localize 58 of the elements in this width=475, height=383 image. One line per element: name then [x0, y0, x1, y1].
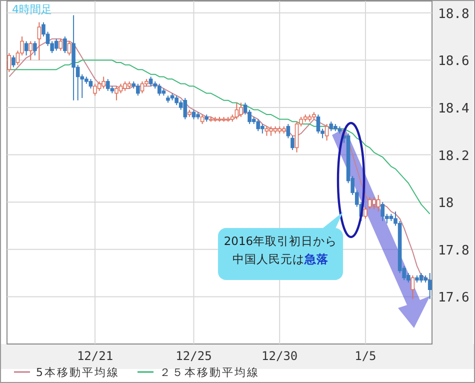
- candlestick: [368, 196, 372, 210]
- candlestick: [24, 40, 28, 56]
- x-tick-label: 12/25: [176, 349, 212, 363]
- chart-title: 4時間足: [12, 3, 52, 16]
- candlestick: [106, 78, 110, 92]
- candlestick: [269, 126, 273, 136]
- y-tick-label: 18.8: [438, 6, 470, 22]
- y-tick-label: 17.8: [438, 243, 470, 258]
- candlestick: [123, 80, 127, 92]
- candlestick: [192, 109, 196, 120]
- candlestick: [63, 36, 67, 54]
- x-tick-label: 12/30: [262, 349, 298, 363]
- y-tick-label: 18.6: [438, 54, 470, 70]
- candlestick: [410, 274, 415, 300]
- candlestick: [72, 14, 76, 101]
- candlestick: [380, 202, 385, 222]
- candlestick: [97, 80, 102, 92]
- candlestick: [286, 124, 290, 139]
- candlestick: [234, 102, 239, 120]
- legend-label: 5本移動平均線: [36, 366, 120, 379]
- candlestick: [114, 86, 118, 101]
- candlestick: [290, 135, 294, 151]
- y-tick-label: 18.2: [438, 148, 470, 164]
- candlestick: [148, 76, 153, 87]
- candlestick: [294, 121, 299, 153]
- candlestick: [67, 40, 72, 56]
- candlestick: [256, 118, 260, 132]
- candlestick: [88, 78, 93, 90]
- candlestick: [58, 38, 63, 52]
- annotation: 中国人民元は急落: [232, 252, 328, 266]
- y-tick-label: 18: [438, 196, 454, 212]
- candlestick: [372, 196, 376, 210]
- candlestick: [316, 114, 320, 134]
- x-tick-label: 12/21: [76, 349, 114, 363]
- candlestick: [12, 54, 16, 68]
- y-tick-label: 18.4: [438, 101, 470, 116]
- candlestick: [102, 76, 106, 90]
- candlestick: [37, 22, 42, 61]
- annotation: 2016年取引初日から: [224, 234, 338, 248]
- candlestick: [140, 80, 144, 94]
- candlestick: [200, 114, 204, 125]
- candlestick: [33, 40, 37, 56]
- candlestick: [183, 97, 188, 120]
- candlestick: [329, 121, 334, 132]
- y-tick-label: 17.6: [438, 290, 470, 306]
- candlestick: [28, 40, 33, 61]
- candlestick: [376, 194, 380, 212]
- candlestick: [264, 126, 269, 136]
- legend-label: ２５本移動平均線: [160, 366, 260, 379]
- x-tick-label: 1/5: [354, 349, 376, 363]
- candlestick: [93, 83, 97, 96]
- candlestick: [54, 38, 58, 52]
- candlestick: [118, 83, 123, 94]
- candlestick: [239, 102, 243, 118]
- candlestick: [364, 206, 368, 220]
- candlestick: [324, 124, 329, 142]
- candlestick: [419, 272, 424, 283]
- candlestick: [428, 272, 432, 300]
